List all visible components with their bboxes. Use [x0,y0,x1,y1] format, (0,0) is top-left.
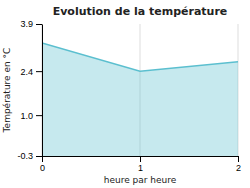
tick-label: 3.9 [20,19,33,29]
title: Evolution de la température [53,5,228,18]
tick-label: 0 [40,163,45,173]
tick-label: 2.4 [20,67,33,77]
y-axis-title: Température en °C [2,48,12,134]
x-axis: 0 1 2 [40,156,241,173]
tick-mark [140,156,141,162]
tick-mark [36,156,42,157]
tick-mark [36,71,42,72]
tick-label: -0.3 [17,151,33,161]
x-axis-title: heure par heure [104,175,177,185]
line [42,43,238,71]
tick: -0.3 [17,151,42,161]
tick: 1 [138,156,143,173]
tick-label: 1 [138,163,143,173]
tick: 1.0 [20,111,42,121]
tick: 2.4 [20,67,42,77]
grid-line [42,24,43,156]
grid [42,24,238,156]
tick: 0 [40,156,45,173]
y-axis: -0.3 1.0 2.4 3.9 [17,19,42,161]
tick-label: 2 [236,163,241,173]
tick: 3.9 [20,19,42,29]
axis-line [42,25,43,157]
chart: 0 1 2 -0.3 1.0 2.4 3.9 Evolution de la températ… [0,0,250,188]
tick: 2 [236,156,241,173]
tick-mark [42,156,43,162]
tick-label: 1.0 [20,111,33,121]
plot: 0 1 2 -0.3 1.0 2.4 3.9 [17,19,241,173]
area [42,43,238,156]
tick-mark [36,115,42,116]
tick-mark [238,156,239,162]
marks [42,43,238,156]
tick-mark [36,24,42,25]
